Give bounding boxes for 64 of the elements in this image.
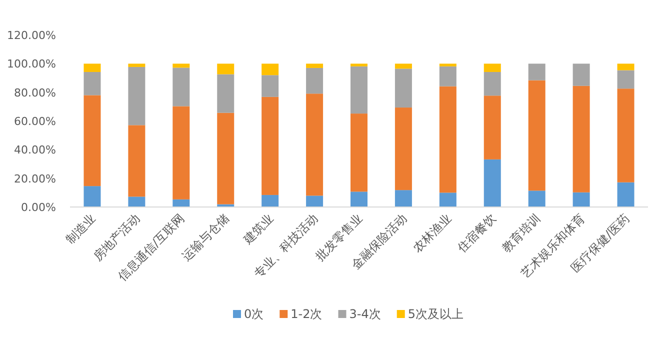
bar xyxy=(306,64,324,68)
bar xyxy=(350,64,368,66)
bar xyxy=(172,106,190,200)
bar xyxy=(484,64,501,72)
y-tick-label: 80.00% xyxy=(14,86,56,100)
y-tick-label: 20.00% xyxy=(14,172,56,186)
bar xyxy=(572,86,590,192)
legend-label: 1-2次 xyxy=(290,307,322,321)
bar xyxy=(128,66,146,126)
bar xyxy=(262,75,279,97)
bar xyxy=(617,88,634,182)
bar xyxy=(84,64,101,72)
bar xyxy=(172,68,190,106)
bar xyxy=(128,125,146,197)
y-tick-label: 40.00% xyxy=(14,144,56,157)
bar xyxy=(128,196,146,207)
legend-label: 0次 xyxy=(244,307,264,321)
x-tick-label: 农林渔业 xyxy=(410,211,454,256)
bar xyxy=(350,114,368,192)
bar xyxy=(394,108,412,190)
x-tick-label: 制造业 xyxy=(62,211,98,247)
bar xyxy=(617,70,634,89)
bar xyxy=(394,68,412,108)
bar xyxy=(172,199,190,207)
bar xyxy=(572,192,590,207)
bar xyxy=(84,95,101,186)
bar xyxy=(128,64,146,67)
bar xyxy=(439,66,456,86)
y-tick-label: 60.00% xyxy=(14,115,56,128)
y-tick-label: 100.00% xyxy=(7,58,56,71)
legend-label: 3-4次 xyxy=(349,307,381,321)
y-tick-label: 120.00% xyxy=(7,29,56,42)
bar xyxy=(262,96,279,195)
bar xyxy=(394,64,412,69)
y-tick-label: 0.00% xyxy=(21,201,56,214)
bar xyxy=(350,66,368,114)
x-tick-label: 建筑业 xyxy=(240,211,276,248)
bar xyxy=(439,192,456,207)
bar xyxy=(172,64,190,68)
bar xyxy=(306,196,324,207)
bar xyxy=(572,64,590,86)
bar xyxy=(484,159,501,207)
bar xyxy=(217,74,234,113)
bar xyxy=(439,86,456,193)
x-tick-label: 住宿餐饮 xyxy=(454,211,499,256)
bar xyxy=(439,64,456,66)
bar xyxy=(350,192,368,207)
bar xyxy=(528,80,546,191)
bar xyxy=(217,64,234,74)
bar xyxy=(262,64,279,76)
bar xyxy=(528,64,546,80)
bar xyxy=(217,112,234,204)
bar xyxy=(84,72,101,96)
bar xyxy=(84,186,101,207)
bar xyxy=(617,182,634,207)
bar xyxy=(484,72,501,96)
bar xyxy=(617,64,634,70)
bar xyxy=(484,96,501,160)
bar xyxy=(306,94,324,196)
legend-label: 5次及以上 xyxy=(408,307,464,321)
bar xyxy=(262,194,279,207)
bar xyxy=(394,190,412,207)
bar xyxy=(528,190,546,207)
bar xyxy=(306,68,324,94)
